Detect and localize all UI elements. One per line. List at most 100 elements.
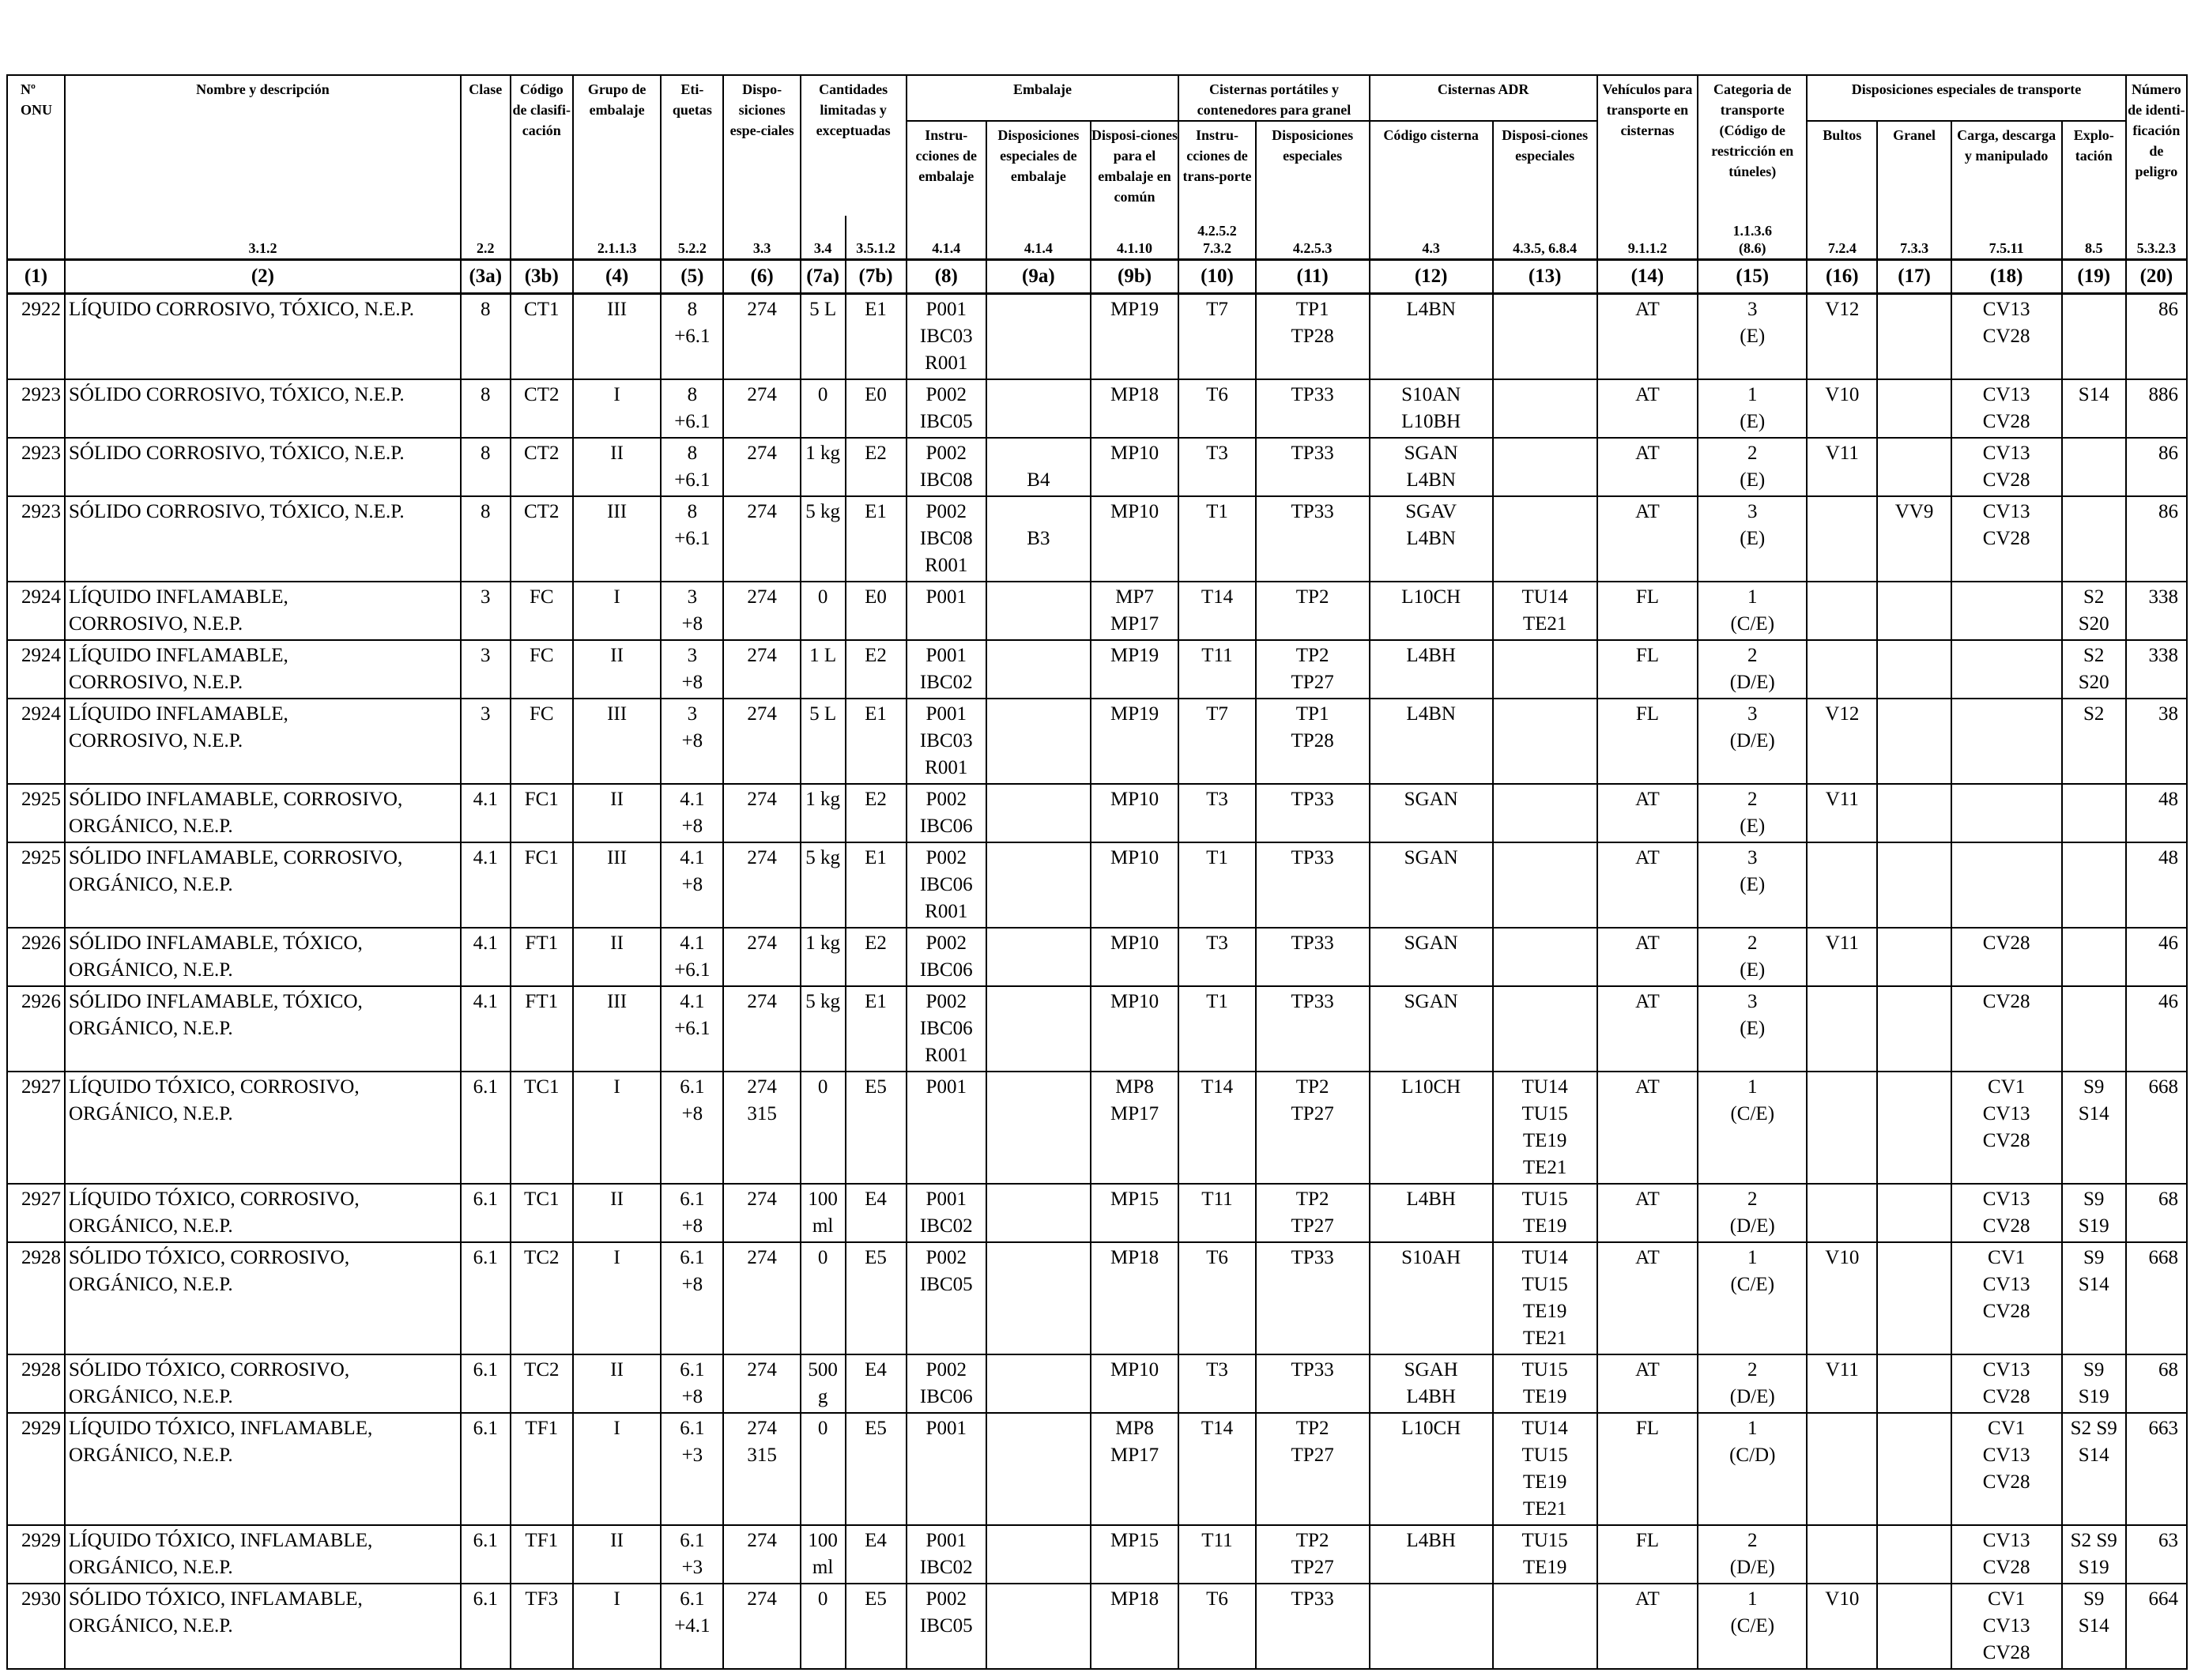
cell-instrucciones-transporte: T1 bbox=[1178, 842, 1257, 929]
header-disp-esp-cisternas: Disposiciones especiales bbox=[1254, 120, 1370, 216]
cell-instrucciones-embalaje: P001 bbox=[905, 1071, 987, 1185]
table-row: 2924 LÍQUIDO INFLAMABLE, CORROSIVO, N.E.P… bbox=[6, 581, 2188, 641]
cell-bultos: V11 bbox=[1806, 927, 1879, 987]
cell-instrucciones-transporte: T7 bbox=[1178, 292, 1257, 380]
cell-vehiculos: AT bbox=[1596, 292, 1699, 380]
cell-instrucciones-embalaje: P002 IBC06 R001 bbox=[905, 842, 987, 929]
cell-cantidad-limitada: 1 kg bbox=[799, 783, 846, 843]
reference-row: 3.1.2 2.2 2.1.1.3 5.2.2 3.3 3.4 3.5.1.2 4.1.4 4.… bbox=[6, 216, 2188, 261]
cell-etiquetas: 8 +6.1 bbox=[660, 379, 725, 439]
cell-grupo: III bbox=[571, 292, 662, 380]
cell-cantidad-exceptuada: E1 bbox=[844, 985, 907, 1072]
cell-disp-esp-embalaje bbox=[985, 379, 1091, 439]
cell-instrucciones-embalaje: P002 IBC05 bbox=[905, 379, 987, 439]
cell-numero-peligro: 38 bbox=[2124, 698, 2188, 785]
cell-numero-peligro: 86 bbox=[2124, 437, 2188, 497]
cell-clase: 4.1 bbox=[459, 783, 511, 843]
cell-etiquetas: 6.1 +8 bbox=[660, 1183, 725, 1243]
cell-clase: 4.1 bbox=[459, 927, 511, 987]
cell-etiquetas: 4.1 +6.1 bbox=[660, 927, 725, 987]
table-row: 2928 SÓLIDO TÓXICO, CORROSIVO, ORGÁNICO, … bbox=[6, 1241, 2188, 1355]
cell-disp-esp-embalaje bbox=[985, 1071, 1091, 1185]
cell-disp-esp-embalaje bbox=[985, 1183, 1091, 1243]
cell-categoria: 1 (C/D) bbox=[1697, 1412, 1808, 1526]
cell-disp-esp-adr bbox=[1491, 1583, 1598, 1670]
cell-codigo-cisterna: SGAN bbox=[1368, 927, 1494, 987]
header-codigo-clasificacion: Código de clasifi-cación bbox=[509, 74, 574, 216]
cell-disp-esp-cisternas: TP2 TP27 bbox=[1254, 1524, 1370, 1584]
cell-vehiculos: AT bbox=[1596, 1241, 1699, 1355]
cell-granel bbox=[1876, 842, 1952, 929]
column-number-cell: (7a) bbox=[799, 258, 846, 295]
cell-explotacion bbox=[2060, 927, 2127, 987]
cell-cantidad-exceptuada: E1 bbox=[844, 495, 907, 582]
cell-clase: 8 bbox=[459, 437, 511, 497]
cell-onu: 2928 bbox=[6, 1241, 66, 1355]
cell-explotacion: S9 S14 bbox=[2060, 1071, 2127, 1185]
cell-disposiciones: 274 bbox=[722, 437, 801, 497]
table-row: 2930 SÓLIDO TÓXICO, INFLAMABLE, ORGÁNICO,… bbox=[6, 1583, 2188, 1670]
cell-instrucciones-embalaje: P001 bbox=[905, 581, 987, 641]
cell-etiquetas: 8 +6.1 bbox=[660, 495, 725, 582]
header-bultos: Bultos bbox=[1806, 120, 1879, 216]
column-number-cell: (5) bbox=[660, 258, 725, 295]
table-row: 2929 LÍQUIDO TÓXICO, INFLAMABLE, ORGÁNICO… bbox=[6, 1412, 2188, 1526]
cell-disposiciones: 274 bbox=[722, 698, 801, 785]
cell-disp-esp-embalaje bbox=[985, 1583, 1091, 1670]
table-row: 2925 SÓLIDO INFLAMABLE, CORROSIVO, ORGÁNI… bbox=[6, 783, 2188, 843]
reference-cell: 4.2.5.2 7.3.2 bbox=[1178, 216, 1257, 261]
cell-disp-embalaje-comun: MP19 bbox=[1089, 698, 1180, 785]
cell-cantidad-limitada: 1 kg bbox=[799, 927, 846, 987]
cell-disp-esp-embalaje bbox=[985, 639, 1091, 699]
cell-granel bbox=[1876, 1071, 1952, 1185]
cell-instrucciones-transporte: T11 bbox=[1178, 1183, 1257, 1243]
cell-bultos: V10 bbox=[1806, 1583, 1879, 1670]
cell-codigo: FC1 bbox=[509, 842, 574, 929]
cell-carga bbox=[1950, 698, 2063, 785]
cell-cantidad-exceptuada: E2 bbox=[844, 783, 907, 843]
cell-instrucciones-embalaje: P001 IBC02 bbox=[905, 1183, 987, 1243]
table-row: 2929 LÍQUIDO TÓXICO, INFLAMABLE, ORGÁNICO… bbox=[6, 1524, 2188, 1584]
cell-explotacion bbox=[2060, 495, 2127, 582]
cell-codigo-cisterna: L4BN bbox=[1368, 292, 1494, 380]
cell-etiquetas: 3 +8 bbox=[660, 639, 725, 699]
cell-instrucciones-transporte: T6 bbox=[1178, 1583, 1257, 1670]
cell-cantidad-limitada: 5 kg bbox=[799, 985, 846, 1072]
cell-numero-peligro: 663 bbox=[2124, 1412, 2188, 1526]
cell-bultos bbox=[1806, 842, 1879, 929]
cell-codigo-cisterna: SGAH L4BH bbox=[1368, 1354, 1494, 1414]
cell-instrucciones-embalaje: P002 IBC06 bbox=[905, 783, 987, 843]
cell-codigo-cisterna: SGAV L4BN bbox=[1368, 495, 1494, 582]
cell-disposiciones: 274 bbox=[722, 639, 801, 699]
header-explotacion: Explo-tación bbox=[2060, 120, 2127, 216]
cell-clase: 8 bbox=[459, 379, 511, 439]
cell-categoria: 3 (E) bbox=[1697, 985, 1808, 1072]
cell-cantidad-exceptuada: E2 bbox=[844, 639, 907, 699]
cell-disp-esp-adr bbox=[1491, 698, 1598, 785]
cell-instrucciones-embalaje: P002 IBC05 bbox=[905, 1241, 987, 1355]
cell-numero-peligro: 46 bbox=[2124, 985, 2188, 1072]
cell-instrucciones-transporte: T7 bbox=[1178, 698, 1257, 785]
cell-cantidad-limitada: 0 bbox=[799, 581, 846, 641]
cell-categoria: 1 (C/E) bbox=[1697, 1583, 1808, 1670]
cell-disp-embalaje-comun: MP19 bbox=[1089, 292, 1180, 380]
cell-etiquetas: 4.1 +8 bbox=[660, 783, 725, 843]
cell-disp-esp-adr: TU15 TE19 bbox=[1491, 1524, 1598, 1584]
cell-disp-embalaje-comun: MP7 MP17 bbox=[1089, 581, 1180, 641]
cell-instrucciones-embalaje: P002 IBC05 bbox=[905, 1583, 987, 1670]
cell-instrucciones-embalaje: P001 IBC02 bbox=[905, 639, 987, 699]
cell-granel bbox=[1876, 1583, 1952, 1670]
cell-grupo: II bbox=[571, 927, 662, 987]
cell-nombre: SÓLIDO TÓXICO, CORROSIVO, ORGÁNICO, N.E.… bbox=[64, 1241, 462, 1355]
cell-instrucciones-transporte: T14 bbox=[1178, 1412, 1257, 1526]
cell-granel bbox=[1876, 1524, 1952, 1584]
cell-disposiciones: 274 bbox=[722, 292, 801, 380]
cell-disp-esp-embalaje bbox=[985, 842, 1091, 929]
reference-cell: 2.2 bbox=[459, 216, 511, 261]
cell-disp-esp-embalaje bbox=[985, 1412, 1091, 1526]
cell-disp-esp-cisternas: TP33 bbox=[1254, 437, 1370, 497]
header-granel: Granel bbox=[1876, 120, 1952, 216]
header-instrucciones-embalaje: Instru-cciones de embalaje bbox=[905, 120, 987, 216]
cell-onu: 2922 bbox=[6, 292, 66, 380]
cell-carga: CV13 CV28 bbox=[1950, 495, 2063, 582]
